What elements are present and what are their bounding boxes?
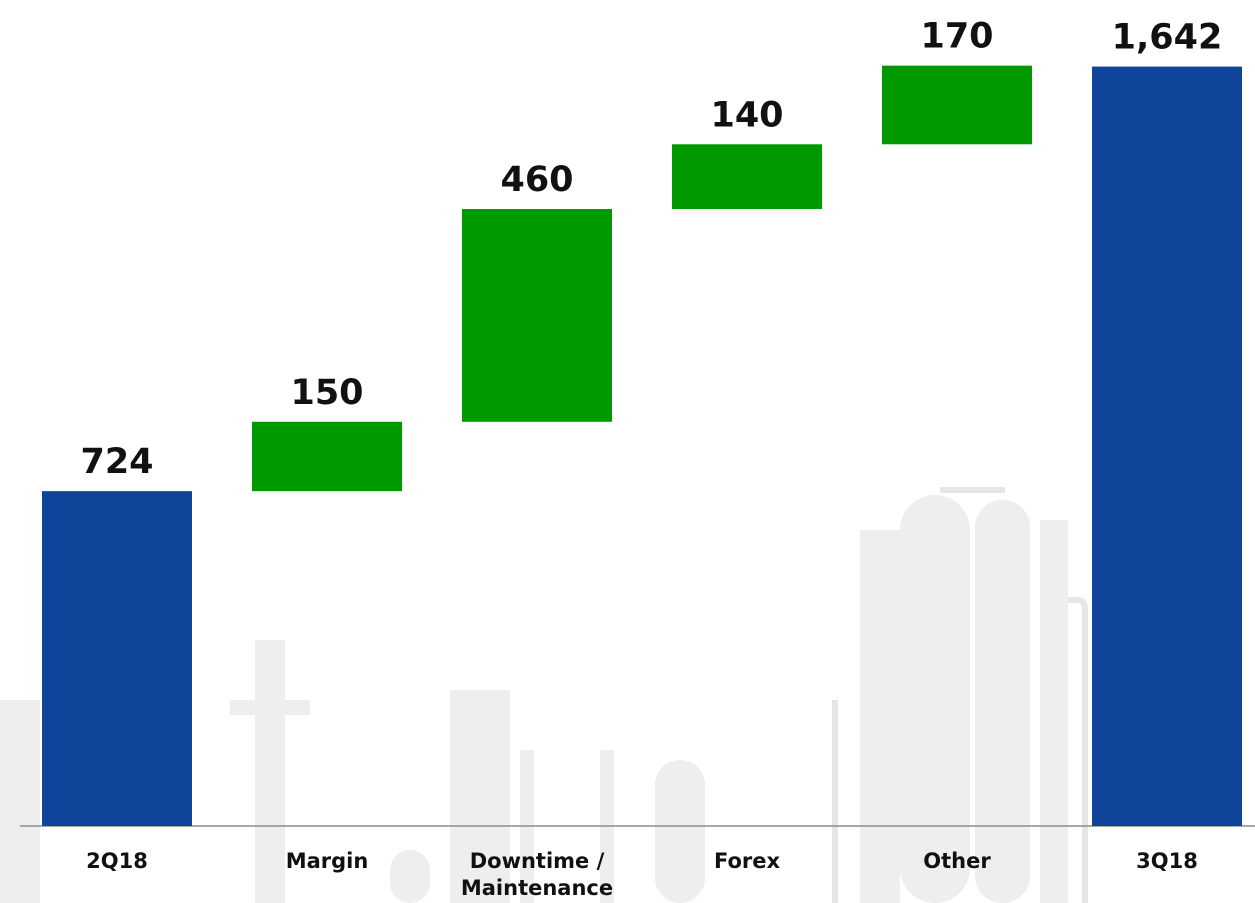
bars-group [42, 65, 1242, 826]
value-label-5: 1,642 [1112, 18, 1223, 58]
bar-5-total [1092, 66, 1242, 826]
value-label-0: 724 [80, 442, 153, 482]
category-label-1: Margin [286, 849, 369, 873]
bar-3-increase [672, 144, 822, 210]
category-label-0: 2Q18 [86, 849, 148, 873]
bar-4-increase [882, 65, 1032, 145]
value-label-2: 460 [500, 160, 573, 200]
value-label-4: 170 [920, 17, 993, 57]
bar-2-increase [462, 209, 612, 422]
category-labels-group: 2Q18 Margin Downtime / Maintenance Forex Othe… [86, 849, 1198, 900]
value-label-1: 150 [290, 373, 363, 413]
value-label-3: 140 [710, 95, 783, 135]
bar-0-total [42, 491, 192, 826]
bar-1-increase [252, 421, 402, 492]
value-labels-group: 724 150 460 140 170 1,642 [80, 17, 1223, 482]
category-label-4: Other [923, 849, 991, 873]
category-label-5: 3Q18 [1136, 849, 1198, 873]
category-label-3: Forex [714, 849, 781, 873]
category-label-2: Downtime / Maintenance [461, 849, 613, 900]
